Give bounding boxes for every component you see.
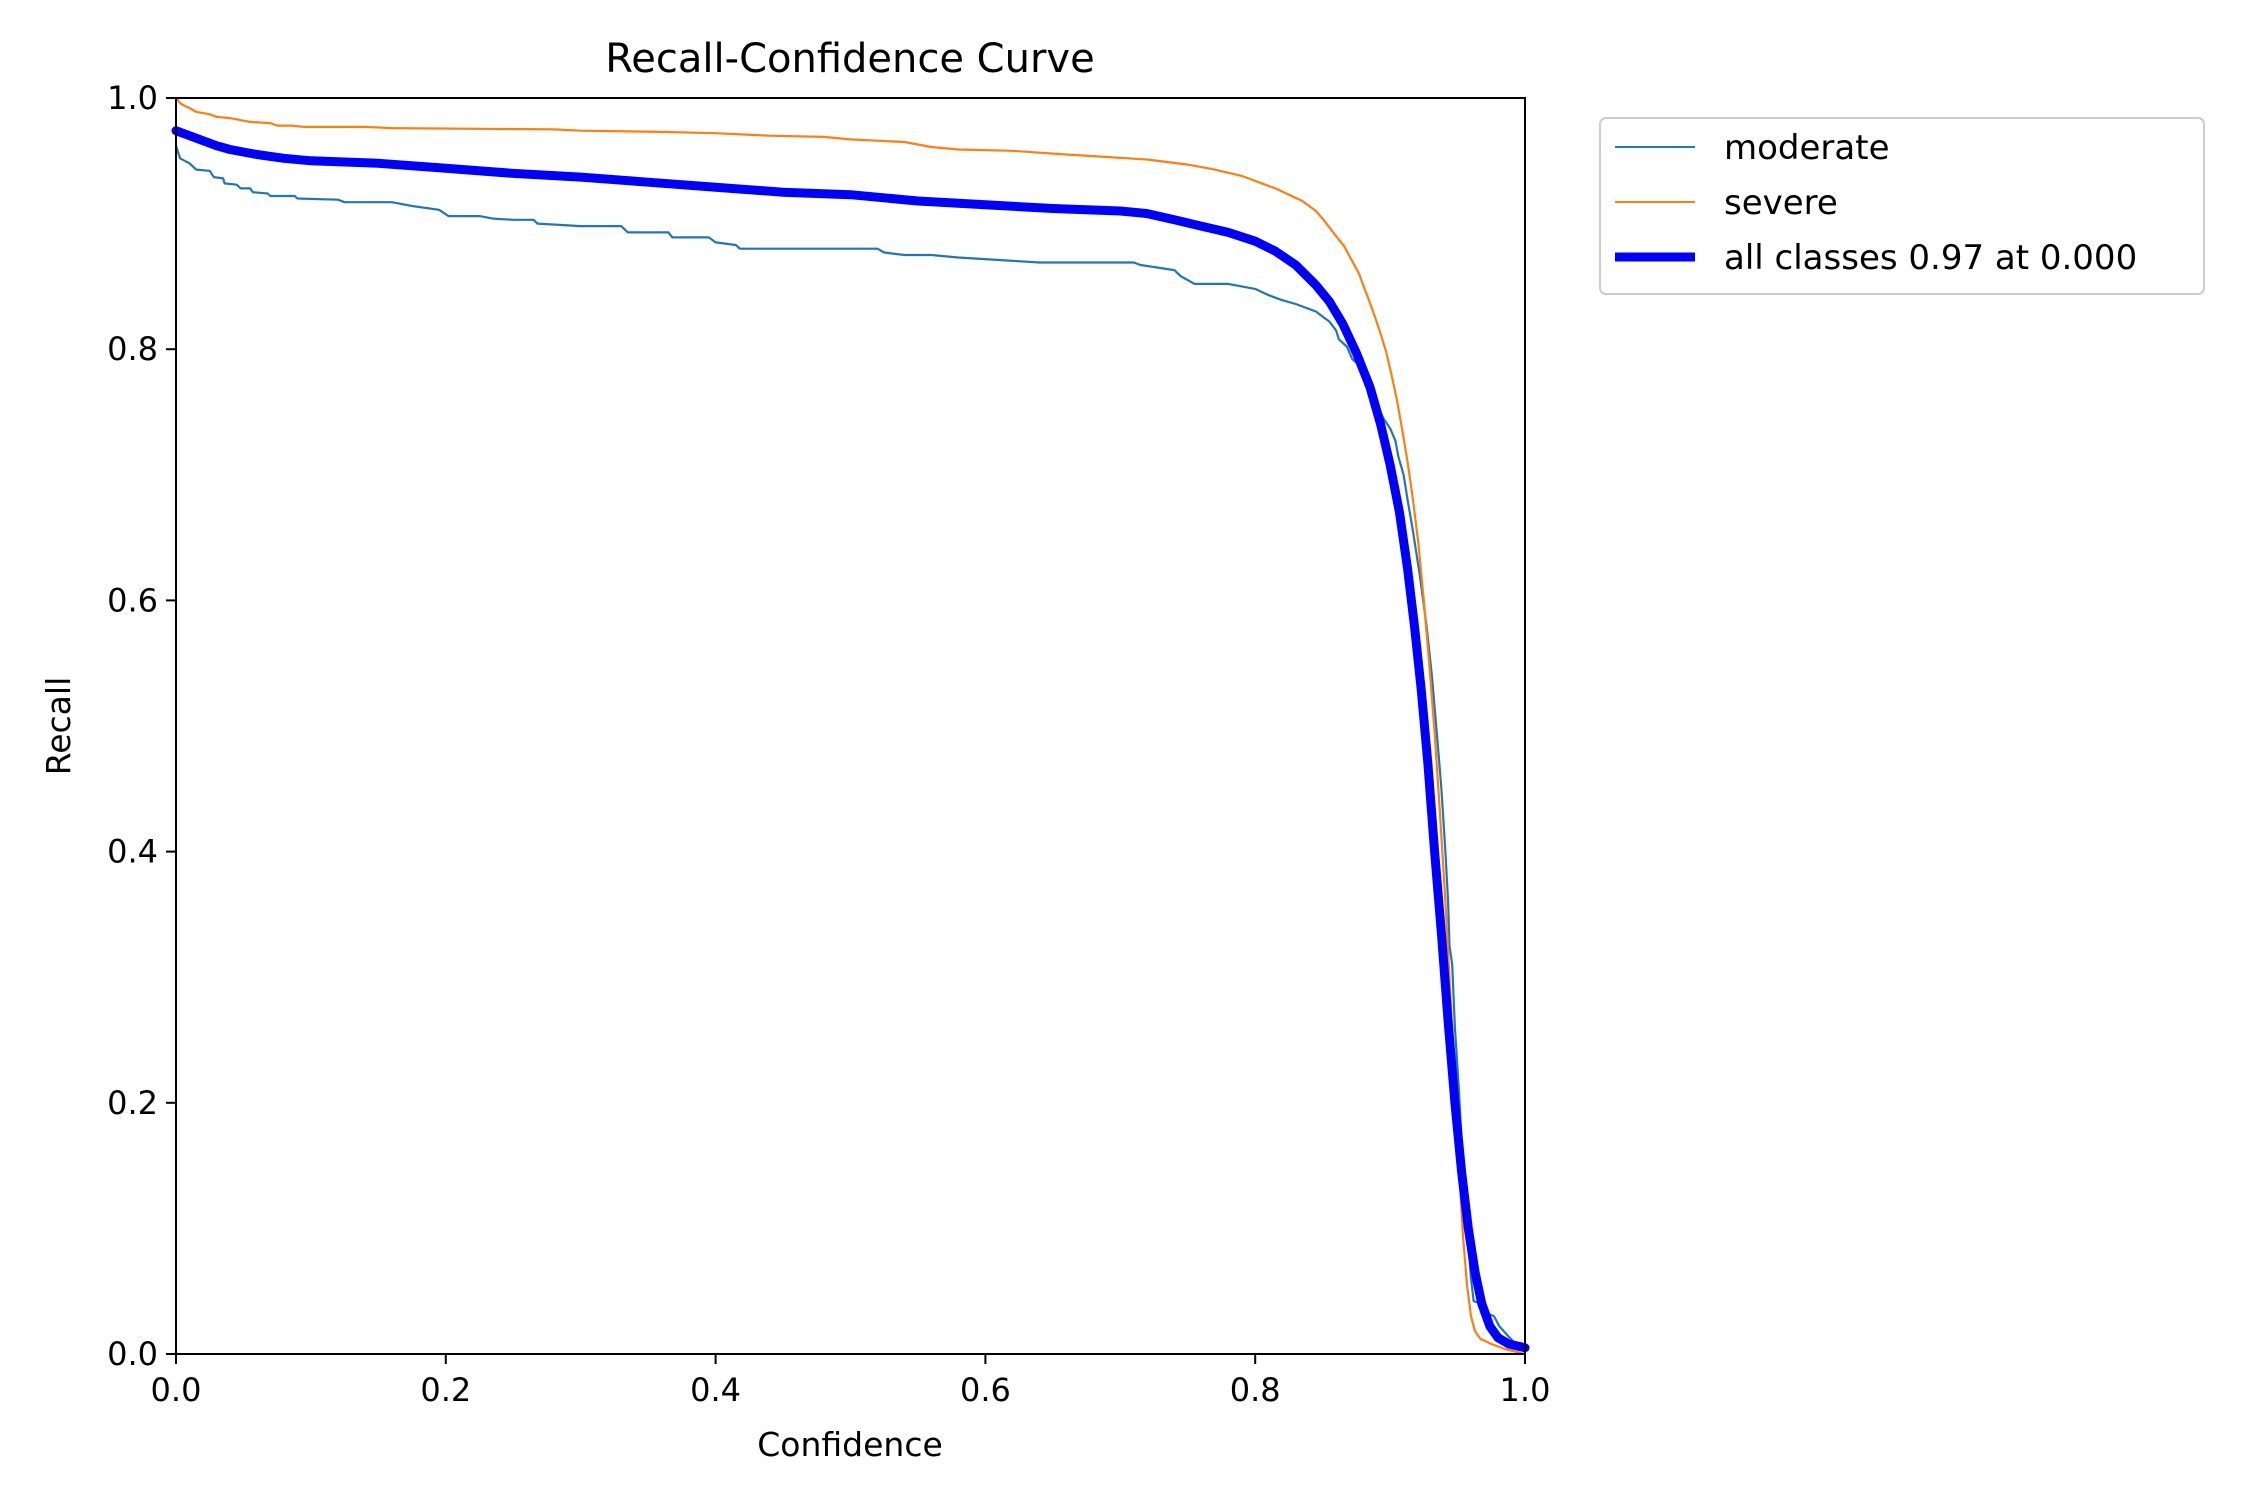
x-tick-label: 0.2 bbox=[420, 1371, 471, 1409]
x-axis-label: Confidence bbox=[757, 1425, 943, 1464]
y-tick-label: 0.8 bbox=[107, 330, 158, 368]
chart-title: Recall-Confidence Curve bbox=[605, 36, 1094, 82]
series-line-all-classes bbox=[171, 126, 1530, 1353]
plot-frame bbox=[175, 97, 1526, 1355]
plot-series bbox=[171, 96, 1530, 1356]
legend-label-all-classes: all classes 0.97 at 0.000 bbox=[1724, 238, 2137, 278]
x-axis-ticks: 0.0 0.2 0.4 0.6 0.8 1.0 bbox=[151, 1354, 1551, 1409]
legend-label-severe: severe bbox=[1724, 183, 1838, 223]
series-line-moderate bbox=[174, 144, 1527, 1353]
y-tick-label: 0.6 bbox=[107, 581, 158, 619]
x-tick-label: 0.0 bbox=[151, 1371, 202, 1409]
x-tick-label: 0.8 bbox=[1230, 1371, 1281, 1409]
y-tick-label: 1.0 bbox=[107, 79, 158, 117]
y-tick-label: 0.0 bbox=[107, 1335, 158, 1373]
y-axis-label: Recall bbox=[39, 677, 78, 775]
legend: moderate severe all classes 0.97 at 0.00… bbox=[1599, 117, 2205, 295]
series-line-severe bbox=[174, 96, 1527, 1356]
x-tick-label: 0.4 bbox=[690, 1371, 741, 1409]
y-axis-ticks: 0.0 0.2 0.4 0.6 0.8 1.0 bbox=[107, 79, 176, 1373]
x-tick-label: 1.0 bbox=[1500, 1371, 1551, 1409]
y-tick-label: 0.2 bbox=[107, 1084, 158, 1122]
legend-box bbox=[1599, 117, 2205, 295]
legend-label-moderate: moderate bbox=[1724, 128, 1889, 168]
y-tick-label: 0.4 bbox=[107, 833, 158, 871]
x-tick-label: 0.6 bbox=[960, 1371, 1011, 1409]
